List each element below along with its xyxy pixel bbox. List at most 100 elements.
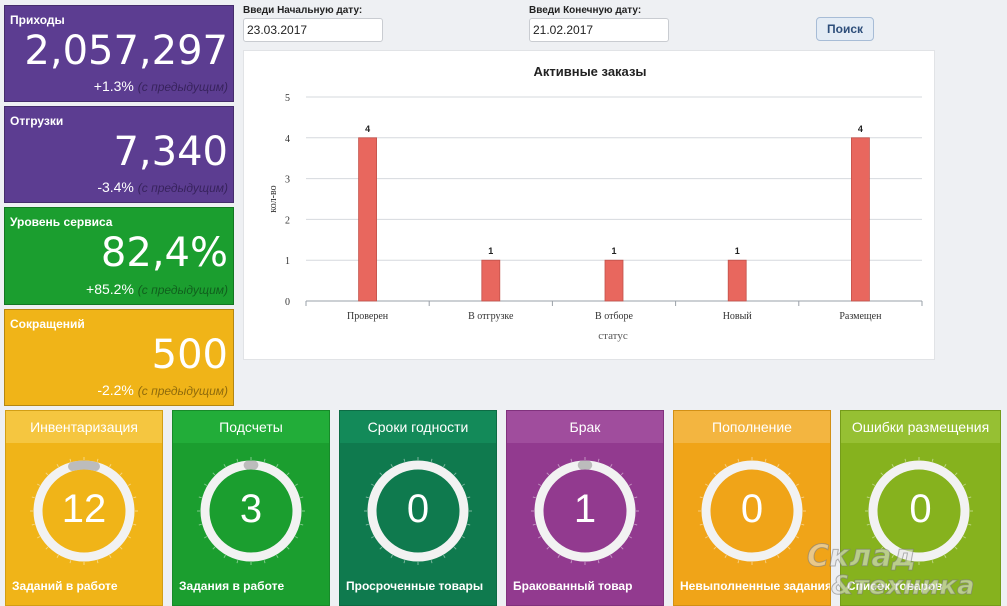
bar[interactable] [851, 137, 870, 302]
kpi-change-value: -2.2% [97, 382, 134, 398]
ring-tick [119, 546, 123, 550]
ring-tick [276, 554, 279, 559]
ring-tick [737, 560, 740, 564]
ring-tick [294, 536, 299, 539]
ring-tick [31, 523, 35, 526]
bar[interactable] [481, 259, 501, 302]
ring-tick [866, 496, 870, 499]
ring-tick [968, 523, 972, 526]
y-tick-label: 5 [285, 93, 290, 104]
ring-tick [223, 554, 226, 559]
kpi-change: +1.3% (с предыдущим) [94, 78, 228, 94]
ring-tick [294, 483, 299, 486]
ring-tick [764, 458, 767, 462]
ring-tick [968, 496, 972, 499]
ring-tick [699, 523, 703, 526]
ring-tick [212, 472, 216, 476]
y-tick-label: 0 [285, 297, 290, 308]
tile-title: Брак [507, 411, 663, 443]
ring-tick [403, 458, 406, 462]
data-label: 1 [611, 246, 616, 256]
ring-tick [203, 483, 208, 486]
ring-tick [96, 458, 99, 462]
bar[interactable] [604, 259, 624, 302]
tile-footer: Бракованный товар [513, 579, 633, 593]
ring-tick [69, 560, 72, 564]
ring-tick [620, 472, 624, 476]
tile-footer: Список товаров [847, 579, 943, 593]
ring-tick [31, 496, 35, 499]
ring-tick [236, 560, 239, 564]
ring-tick [610, 554, 613, 559]
start-date-input[interactable] [243, 18, 383, 42]
ring-tick [962, 483, 967, 486]
ring-tick [109, 463, 112, 468]
ring-tick [610, 463, 613, 468]
ring-tick [931, 560, 934, 564]
ring-track [701, 460, 803, 562]
bar[interactable] [358, 137, 377, 302]
tile-placement-errors[interactable]: Ошибки размещения 0 Список товаров [840, 410, 1001, 606]
ring-tick [954, 472, 958, 476]
tile-expiry[interactable]: Сроки годности 0 Просроченные товары [339, 410, 497, 606]
ring-tick [109, 554, 112, 559]
ring-tick [212, 546, 216, 550]
ring-tick [69, 458, 72, 462]
search-button[interactable]: Поиск [816, 17, 874, 41]
kpi-card-reductions: Сокращений 500 -2.2% (с предыдущим) [4, 309, 234, 406]
tile-title: Ошибки размещения [841, 411, 1000, 443]
ring-tick [379, 546, 383, 550]
ring-tick [634, 523, 638, 526]
kpi-compare-label: (с предыдущим) [137, 181, 228, 195]
ring-tick [430, 458, 433, 462]
y-tick-label: 2 [285, 215, 290, 226]
ring-tick [453, 472, 457, 476]
ring-tick [370, 536, 375, 539]
ring-tick [944, 463, 947, 468]
tile-footer: Задания в работе [179, 579, 285, 593]
ring-tick [880, 546, 884, 550]
ring-progress [68, 460, 100, 471]
tile-counts[interactable]: Подсчеты 3 Задания в работе [172, 410, 330, 606]
tile-inventory[interactable]: Инвентаризация 12 Заданий в работе [5, 410, 163, 606]
ring-tick [620, 546, 624, 550]
ring-tick [880, 472, 884, 476]
ring-tick [36, 483, 41, 486]
ring-tick [379, 472, 383, 476]
x-tick-label: Новый [723, 311, 753, 322]
kpi-change: -2.2% (с предыдущим) [97, 382, 228, 398]
progress-ring [698, 457, 806, 565]
ring-tick [119, 472, 123, 476]
ring-tick [36, 536, 41, 539]
ring-tick [764, 560, 767, 564]
tile-defects[interactable]: Брак 1 Бракованный товар [506, 410, 664, 606]
ring-tick [467, 496, 471, 499]
ring-tick [597, 560, 600, 564]
kpi-change-value: +85.2% [86, 281, 134, 297]
ring-tick [944, 554, 947, 559]
x-tick-label: Проверен [347, 311, 389, 322]
ring-tick [891, 463, 894, 468]
ring-tick [713, 472, 717, 476]
ring-tick [570, 458, 573, 462]
ring-tick [801, 496, 805, 499]
tile-title: Подсчеты [173, 411, 329, 443]
ring-tick [390, 554, 393, 559]
start-date-group: Введи Начальную дату: [243, 5, 383, 42]
ring-tick [127, 483, 132, 486]
tile-replenishment[interactable]: Пополнение 0 Невыполненные задания [673, 410, 831, 606]
ring-tick [871, 483, 876, 486]
kpi-change-value: -3.4% [97, 179, 134, 195]
end-date-input[interactable] [529, 18, 669, 42]
tile-value: 0 [406, 487, 430, 531]
chart-bars [358, 137, 870, 302]
ring-tick [891, 554, 894, 559]
active-orders-chart: Активные заказы кол-во статус 0 1 2 3 4 5 4 Про… [268, 64, 923, 342]
ring-tick [300, 523, 304, 526]
ring-tick [795, 483, 800, 486]
ring-tick [532, 523, 536, 526]
bar[interactable] [727, 259, 747, 302]
ring-tick [365, 496, 369, 499]
tile-value: 0 [909, 487, 932, 531]
ring-tick [537, 483, 542, 486]
